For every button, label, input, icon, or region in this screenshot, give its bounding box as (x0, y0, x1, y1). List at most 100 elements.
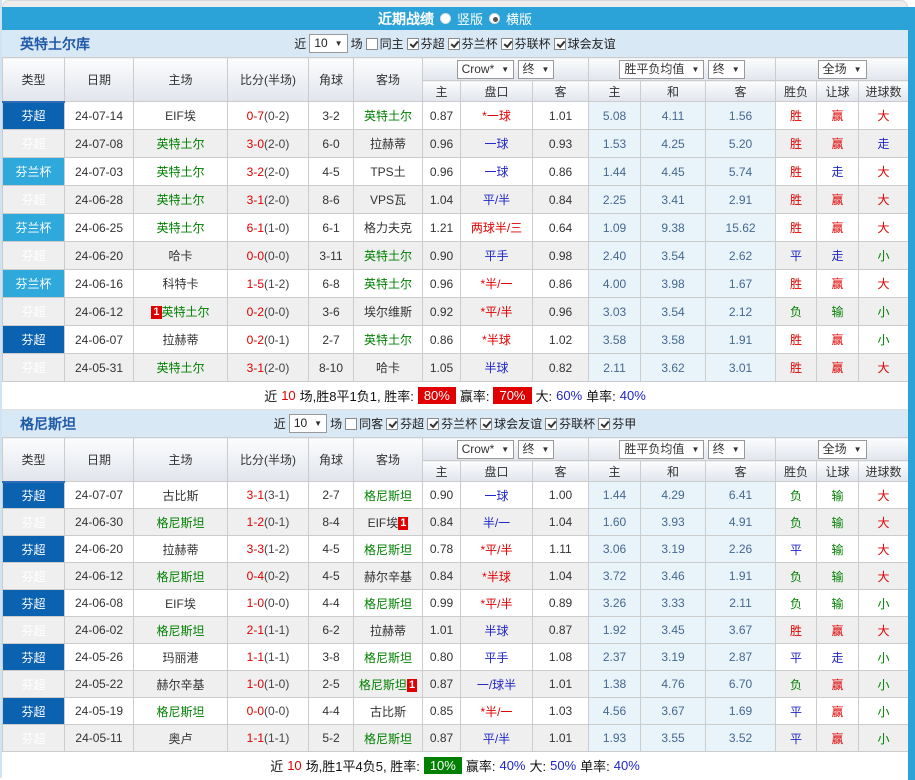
checkbox-icon[interactable] (480, 417, 493, 430)
league-cell: 芬超 (2, 481, 65, 509)
avg-select[interactable]: 胜平负均值 ▼ (619, 439, 705, 459)
odds-stage-select[interactable]: 终 ▼ (517, 439, 555, 459)
bookmaker-select[interactable]: Crow* ▼ (456, 59, 515, 79)
league-filter[interactable]: 芬甲 (598, 415, 636, 432)
checkbox-icon[interactable] (365, 37, 378, 50)
score-fulltime: 3-3 (246, 542, 264, 556)
crow-away-odds: 0.86 (531, 269, 590, 298)
fulltime-select[interactable]: 全场 ▼ (817, 439, 867, 459)
league-filter[interactable]: 球会友谊 (480, 415, 542, 432)
summary-text: 近 (264, 389, 278, 404)
match-count-select[interactable]: 10 ▼ (288, 414, 328, 433)
odds-stage-select[interactable]: 终 ▼ (517, 59, 555, 79)
avg-home-odds: 5.08 (588, 101, 642, 130)
corner-cell: 3-8 (308, 643, 354, 671)
handicap-result-cell: 走 (816, 157, 860, 186)
home-team-cell: 英特土尔 (133, 129, 228, 158)
away-team-cell: VPS瓦 (353, 185, 423, 214)
table-row: 芬超 24-07-14 EIF埃 0-7(0-2) 3-2 英特土尔 0.87 *一球 1.01… (2, 101, 910, 130)
home-team-cell: 英特土尔 (133, 185, 228, 214)
score-cell: 1-0(1-0) (227, 670, 309, 698)
handicap-result-cell: 赢 (816, 129, 860, 158)
avg-stage-select[interactable]: 终 ▼ (707, 59, 745, 79)
radio-horizontal-label[interactable]: 横版 (506, 12, 533, 27)
score-halftime: (2-0) (264, 192, 290, 207)
crow-away-odds: 1.02 (531, 325, 590, 354)
checkbox-icon[interactable] (553, 37, 566, 50)
home-team-cell: 科特卡 (133, 269, 228, 298)
table-row: 芬超 24-06-20 拉赫蒂 3-3(1-2) 4-5 格尼斯坦 0.78 *平/半 1.11… (2, 535, 910, 563)
league-filter-label: 球会友谊 (567, 37, 616, 51)
avg-stage-select[interactable]: 终 ▼ (707, 439, 745, 459)
radio-vertical-label[interactable]: 竖版 (456, 12, 483, 27)
league-filter-label: 芬联杯 (514, 37, 551, 51)
league-filter[interactable]: 球会友谊 (553, 35, 616, 52)
handicap-cell: *半/一 (460, 697, 533, 725)
checkbox-icon[interactable] (545, 417, 558, 430)
checkbox-icon[interactable] (598, 417, 611, 430)
checkbox-icon[interactable] (345, 417, 358, 430)
checkbox-icon[interactable] (386, 417, 399, 430)
crow-home-odds: 0.86 (422, 325, 461, 354)
crow-away-odds: 0.89 (531, 589, 590, 617)
handicap-cell: 一球 (460, 481, 533, 509)
away-team-cell: 英特土尔 (353, 101, 423, 130)
team-label: 格尼斯坦 (363, 596, 412, 611)
avg-draw-odds: 3.19 (640, 535, 707, 563)
sub-avg-draw: 和 (640, 80, 707, 102)
date-cell: 24-06-07 (64, 325, 134, 354)
league-filter[interactable]: 芬兰杯 (447, 35, 498, 52)
league-filter[interactable]: 芬超 (406, 35, 445, 52)
bookmaker-select[interactable]: Crow* ▼ (456, 439, 515, 459)
checkbox-icon[interactable] (406, 37, 419, 50)
away-team-cell: 格尼斯坦 (353, 643, 423, 671)
fulltime-select[interactable]: 全场 ▼ (817, 59, 867, 79)
radio-horizontal-icon[interactable] (489, 13, 500, 24)
team-label: 格尼斯坦 (363, 731, 412, 746)
home-team-cell: 拉赫蒂 (133, 535, 228, 563)
handicap-cell: 半球 (460, 616, 533, 644)
crow-home-odds: 0.78 (422, 535, 461, 563)
team-label: 格尼斯坦 (156, 623, 205, 638)
date-cell: 24-06-20 (64, 241, 134, 270)
checkbox-icon[interactable] (447, 37, 460, 50)
same-venue-filter[interactable]: 同主 (365, 35, 404, 52)
handicap-cell: 一球 (460, 129, 533, 158)
checkbox-icon[interactable] (427, 417, 440, 430)
league-filter[interactable]: 芬联杯 (500, 35, 551, 52)
league-filter[interactable]: 芬兰杯 (427, 415, 477, 432)
team-label: EIF埃 (367, 515, 399, 530)
date-cell: 24-06-25 (64, 213, 134, 242)
filters-group: 近 10 ▼ 场 同客 芬超 芬兰杯 球会友谊 芬联杯 芬甲 (274, 414, 636, 433)
avg-home-odds: 1.38 (588, 670, 642, 698)
avg-away-odds: 5.74 (705, 157, 777, 186)
team-label: 格力夫克 (363, 221, 412, 235)
avg-select[interactable]: 胜平负均值 ▼ (619, 59, 705, 79)
match-count-value: 10 (293, 416, 308, 430)
league-filter[interactable]: 芬超 (386, 415, 424, 432)
league-cell: 芬超 (2, 670, 65, 698)
league-cell: 芬超 (2, 643, 65, 671)
score-halftime: (3-1) (264, 488, 290, 502)
summary-rate-badge: 80% (417, 387, 456, 404)
away-team-cell: 古比斯 (353, 697, 423, 725)
handicap-cell: *半球 (460, 325, 533, 354)
goals-result-cell: 小 (858, 643, 910, 671)
avg-away-odds: 2.62 (705, 241, 777, 270)
score-halftime: (0-0) (264, 704, 290, 718)
checkbox-icon[interactable] (500, 37, 513, 50)
avg-home-odds: 2.11 (588, 353, 642, 382)
league-filter[interactable]: 芬联杯 (545, 415, 595, 432)
team-label: 英特土尔 (156, 361, 205, 375)
avg-draw-odds: 3.62 (640, 353, 707, 382)
score-halftime: (0-0) (264, 304, 290, 319)
league-cell: 芬超 (2, 724, 65, 752)
table-row: 芬超 24-07-07 古比斯 3-1(3-1) 2-7 格尼斯坦 0.90 一球 1.00 1.… (2, 481, 910, 509)
col-date: 日期 (64, 437, 134, 482)
handicap-result-cell: 输 (816, 562, 860, 590)
match-count-select[interactable]: 10 ▼ (309, 34, 348, 53)
goals-result-cell: 大 (858, 481, 910, 509)
radio-vertical-icon[interactable] (439, 13, 451, 24)
crow-away-odds: 0.96 (531, 297, 590, 326)
same-venue-filter[interactable]: 同客 (345, 415, 383, 432)
